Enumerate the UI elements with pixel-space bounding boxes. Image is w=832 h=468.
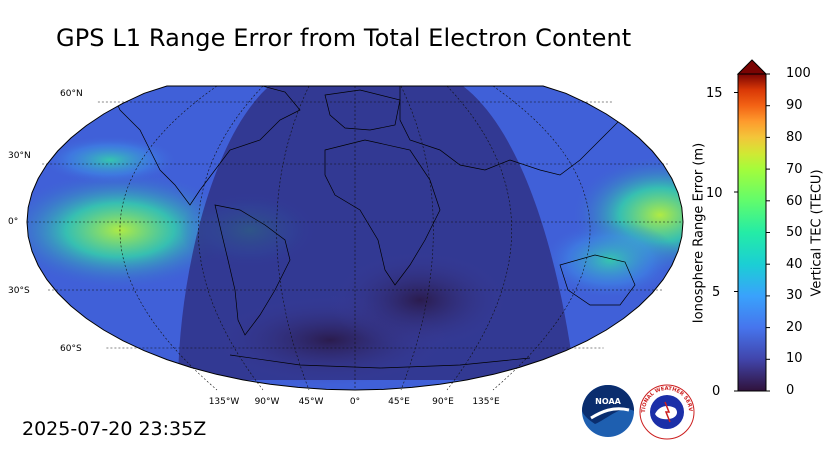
graticule-meridian	[446, 85, 512, 391]
lon-label-45w: 45°W	[298, 397, 324, 407]
colorbar	[734, 59, 770, 392]
africa-coast	[324, 139, 441, 286]
lon-label-0: 0°	[349, 397, 361, 407]
tec-low-south-africa	[330, 250, 510, 350]
nws-logo: NATIONAL WEATHER SERVICE	[639, 384, 695, 440]
colorbar-left-title: Ionosphere Range Error (m)	[691, 142, 707, 324]
graticule-meridian	[119, 85, 218, 391]
lon-label-135e: 135°E	[472, 397, 500, 407]
europe-coast	[324, 89, 401, 131]
lat-label-30s: 30°S	[8, 286, 30, 296]
timestamp: 2025-07-20 23:35Z	[22, 418, 207, 440]
map-title: GPS L1 Range Error from Total Electron C…	[56, 24, 632, 52]
lon-label-90e: 90°E	[432, 397, 454, 407]
tecu-tick-0: 0	[786, 383, 795, 398]
globe-outline	[26, 85, 684, 391]
noaa-logo-text: NOAA	[595, 397, 621, 406]
lat-label-30n: 30°N	[8, 151, 31, 161]
australia-coast	[559, 254, 636, 306]
south-america-coast	[214, 204, 291, 336]
tec-mid-north-pacific	[40, 135, 180, 185]
meter-tick-10: 10	[706, 186, 723, 201]
noaa-logo: NOAA	[582, 385, 634, 437]
tecu-tick-10: 10	[786, 351, 803, 366]
lon-label-45e: 45°E	[388, 397, 410, 407]
tec-mid-australia	[540, 220, 680, 300]
lat-label-60s: 60°S	[60, 344, 82, 354]
tecu-tick-70: 70	[786, 162, 803, 177]
lat-label-60n: 60°N	[60, 89, 83, 99]
lon-label-135w: 135°W	[208, 397, 240, 407]
meter-tick-0: 0	[712, 384, 721, 399]
lat-label-0: 0°	[8, 217, 19, 227]
north-america-coast	[109, 86, 301, 206]
meter-tick-15: 15	[706, 86, 723, 101]
tecu-tick-20: 20	[786, 320, 803, 335]
tecu-tick-100: 100	[786, 66, 811, 81]
colorbar-right-title: Vertical TEC (TECU)	[809, 169, 825, 297]
coastlines	[109, 86, 636, 369]
lon-label-90w: 90°W	[254, 397, 280, 407]
graticule	[27, 85, 683, 391]
antarctica-coast	[229, 354, 531, 369]
tecu-tick-60: 60	[786, 194, 803, 209]
tecu-tick-40: 40	[786, 257, 803, 272]
colorbar-gradient	[737, 73, 767, 392]
tecu-tick-80: 80	[786, 130, 803, 145]
graticule-meridian	[198, 85, 264, 391]
tecu-tick-30: 30	[786, 288, 803, 303]
graticule-meridian	[492, 85, 591, 391]
tecu-tick-90: 90	[786, 98, 803, 113]
graticule-meridian	[400, 85, 434, 391]
tecu-tick-50: 50	[786, 225, 803, 240]
colorbar-extend-arrow	[736, 59, 768, 75]
graticule-meridian	[276, 85, 310, 391]
meter-tick-5: 5	[712, 285, 721, 300]
